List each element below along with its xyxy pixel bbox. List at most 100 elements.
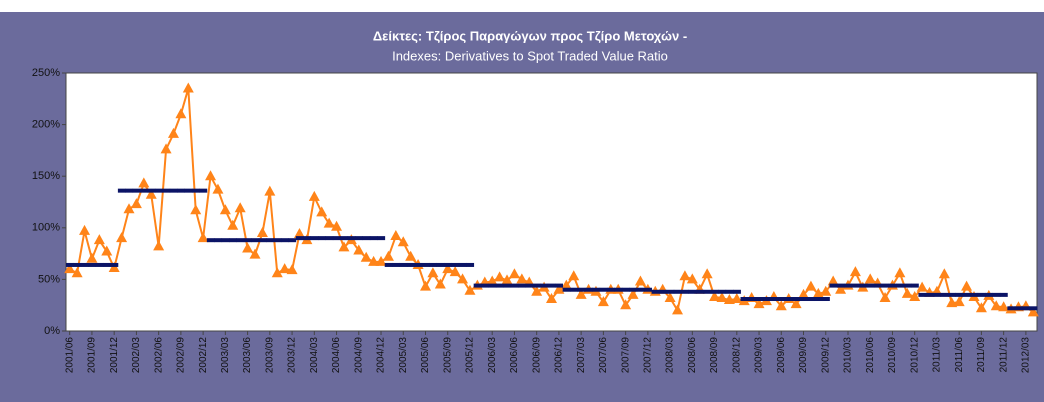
average-dash <box>888 283 897 288</box>
average-dash <box>688 289 697 294</box>
average-dash <box>829 283 838 288</box>
x-tick-label: 2009/09 <box>798 337 809 374</box>
average-dash <box>866 283 875 288</box>
triangle-marker <box>93 234 105 245</box>
average-dash <box>377 236 386 241</box>
average-dash <box>992 292 1001 297</box>
triangle-marker <box>998 301 1010 312</box>
x-tick-label: 2007/12 <box>642 337 653 374</box>
x-tick-label: 2010/03 <box>843 337 854 374</box>
triangle-marker <box>798 288 810 299</box>
average-dash <box>169 188 178 193</box>
average-dash <box>725 289 734 294</box>
average-dash <box>985 292 993 297</box>
average-dash <box>644 287 652 292</box>
triangle-marker <box>375 255 387 266</box>
triangle-marker <box>153 240 165 251</box>
x-tick-label: 2006/12 <box>554 337 565 374</box>
x-tick-label: 2004/03 <box>309 337 320 374</box>
triangle-marker <box>560 279 572 290</box>
triangle-marker <box>901 287 913 298</box>
average-dash <box>822 297 830 302</box>
x-tick-label: 2011/12 <box>998 337 1009 373</box>
y-tick-label: 0% <box>44 325 60 337</box>
triangle-marker <box>79 224 91 235</box>
average-dash <box>229 238 237 243</box>
average-dash <box>770 297 778 302</box>
triangle-marker <box>494 271 506 282</box>
average-dash <box>80 262 89 267</box>
triangle-marker <box>672 304 684 315</box>
triangle-marker <box>264 185 276 196</box>
x-tick-label: 2003/03 <box>220 337 231 374</box>
x-tick-label: 2007/06 <box>598 337 609 374</box>
y-tick-label: 250% <box>32 67 60 79</box>
average-dash <box>733 289 741 294</box>
triangle-marker <box>86 252 98 263</box>
triangle-marker <box>531 285 543 296</box>
triangle-marker <box>486 275 498 286</box>
average-dash <box>977 292 986 297</box>
triangle-marker <box>353 244 365 255</box>
average-dash <box>962 292 971 297</box>
average-dash <box>73 262 82 267</box>
average-dash <box>740 297 749 302</box>
x-tick-label: 2009/12 <box>820 337 831 374</box>
average-dash <box>154 188 163 193</box>
average-dash <box>510 283 519 288</box>
average-dash <box>140 188 148 193</box>
triangle-marker <box>686 273 698 284</box>
average-dash <box>518 283 526 288</box>
triangle-marker <box>701 268 713 279</box>
triangle-marker <box>405 250 417 261</box>
triangle-marker <box>205 170 217 181</box>
triangle-marker <box>938 268 950 279</box>
triangle-marker <box>849 266 861 277</box>
average-dash <box>540 283 549 288</box>
x-tick-label: 2001/12 <box>109 337 120 374</box>
triangle-marker <box>634 275 646 286</box>
triangle-marker <box>975 302 987 313</box>
x-tick-label: 2006/09 <box>531 337 542 374</box>
triangle-marker <box>256 226 268 237</box>
triangle-marker <box>427 267 439 278</box>
triangle-marker <box>167 127 179 138</box>
x-tick-label: 2005/06 <box>420 337 431 374</box>
average-dash <box>562 287 571 292</box>
average-dash <box>362 236 371 241</box>
x-tick-label: 2008/06 <box>687 337 698 374</box>
triangle-marker <box>138 177 150 188</box>
triangle-marker <box>442 263 454 274</box>
triangle-marker <box>731 293 743 304</box>
y-tick-label: 100% <box>32 222 60 234</box>
average-dash <box>192 188 200 193</box>
average-dash <box>399 262 408 267</box>
average-dash <box>999 292 1008 297</box>
x-tick-label: 2004/09 <box>353 337 364 374</box>
triangle-marker <box>753 298 765 309</box>
average-dash <box>184 188 193 193</box>
average-dash <box>607 287 615 292</box>
triangle-marker <box>182 82 194 93</box>
x-tick-label: 2006/03 <box>487 337 498 374</box>
average-dash <box>1022 306 1030 311</box>
average-dash <box>177 188 185 193</box>
y-tick-label: 50% <box>38 273 60 285</box>
x-tick-label: 2010/06 <box>865 337 876 374</box>
triangle-marker <box>864 273 876 284</box>
average-dash <box>718 289 727 294</box>
triangle-marker <box>464 284 476 295</box>
x-tick-label: 2004/06 <box>331 337 342 374</box>
x-tick-label: 2007/09 <box>620 337 631 374</box>
average-dash <box>948 292 956 297</box>
average-dash <box>436 262 445 267</box>
average-dash <box>132 188 141 193</box>
x-tick-label: 2009/06 <box>776 337 787 374</box>
average-dash <box>703 289 712 294</box>
triangle-marker <box>909 290 921 301</box>
average-dash <box>629 287 638 292</box>
average-dash <box>355 236 363 241</box>
average-dash <box>955 292 964 297</box>
average-dash <box>836 283 845 288</box>
average-dash <box>658 289 667 294</box>
